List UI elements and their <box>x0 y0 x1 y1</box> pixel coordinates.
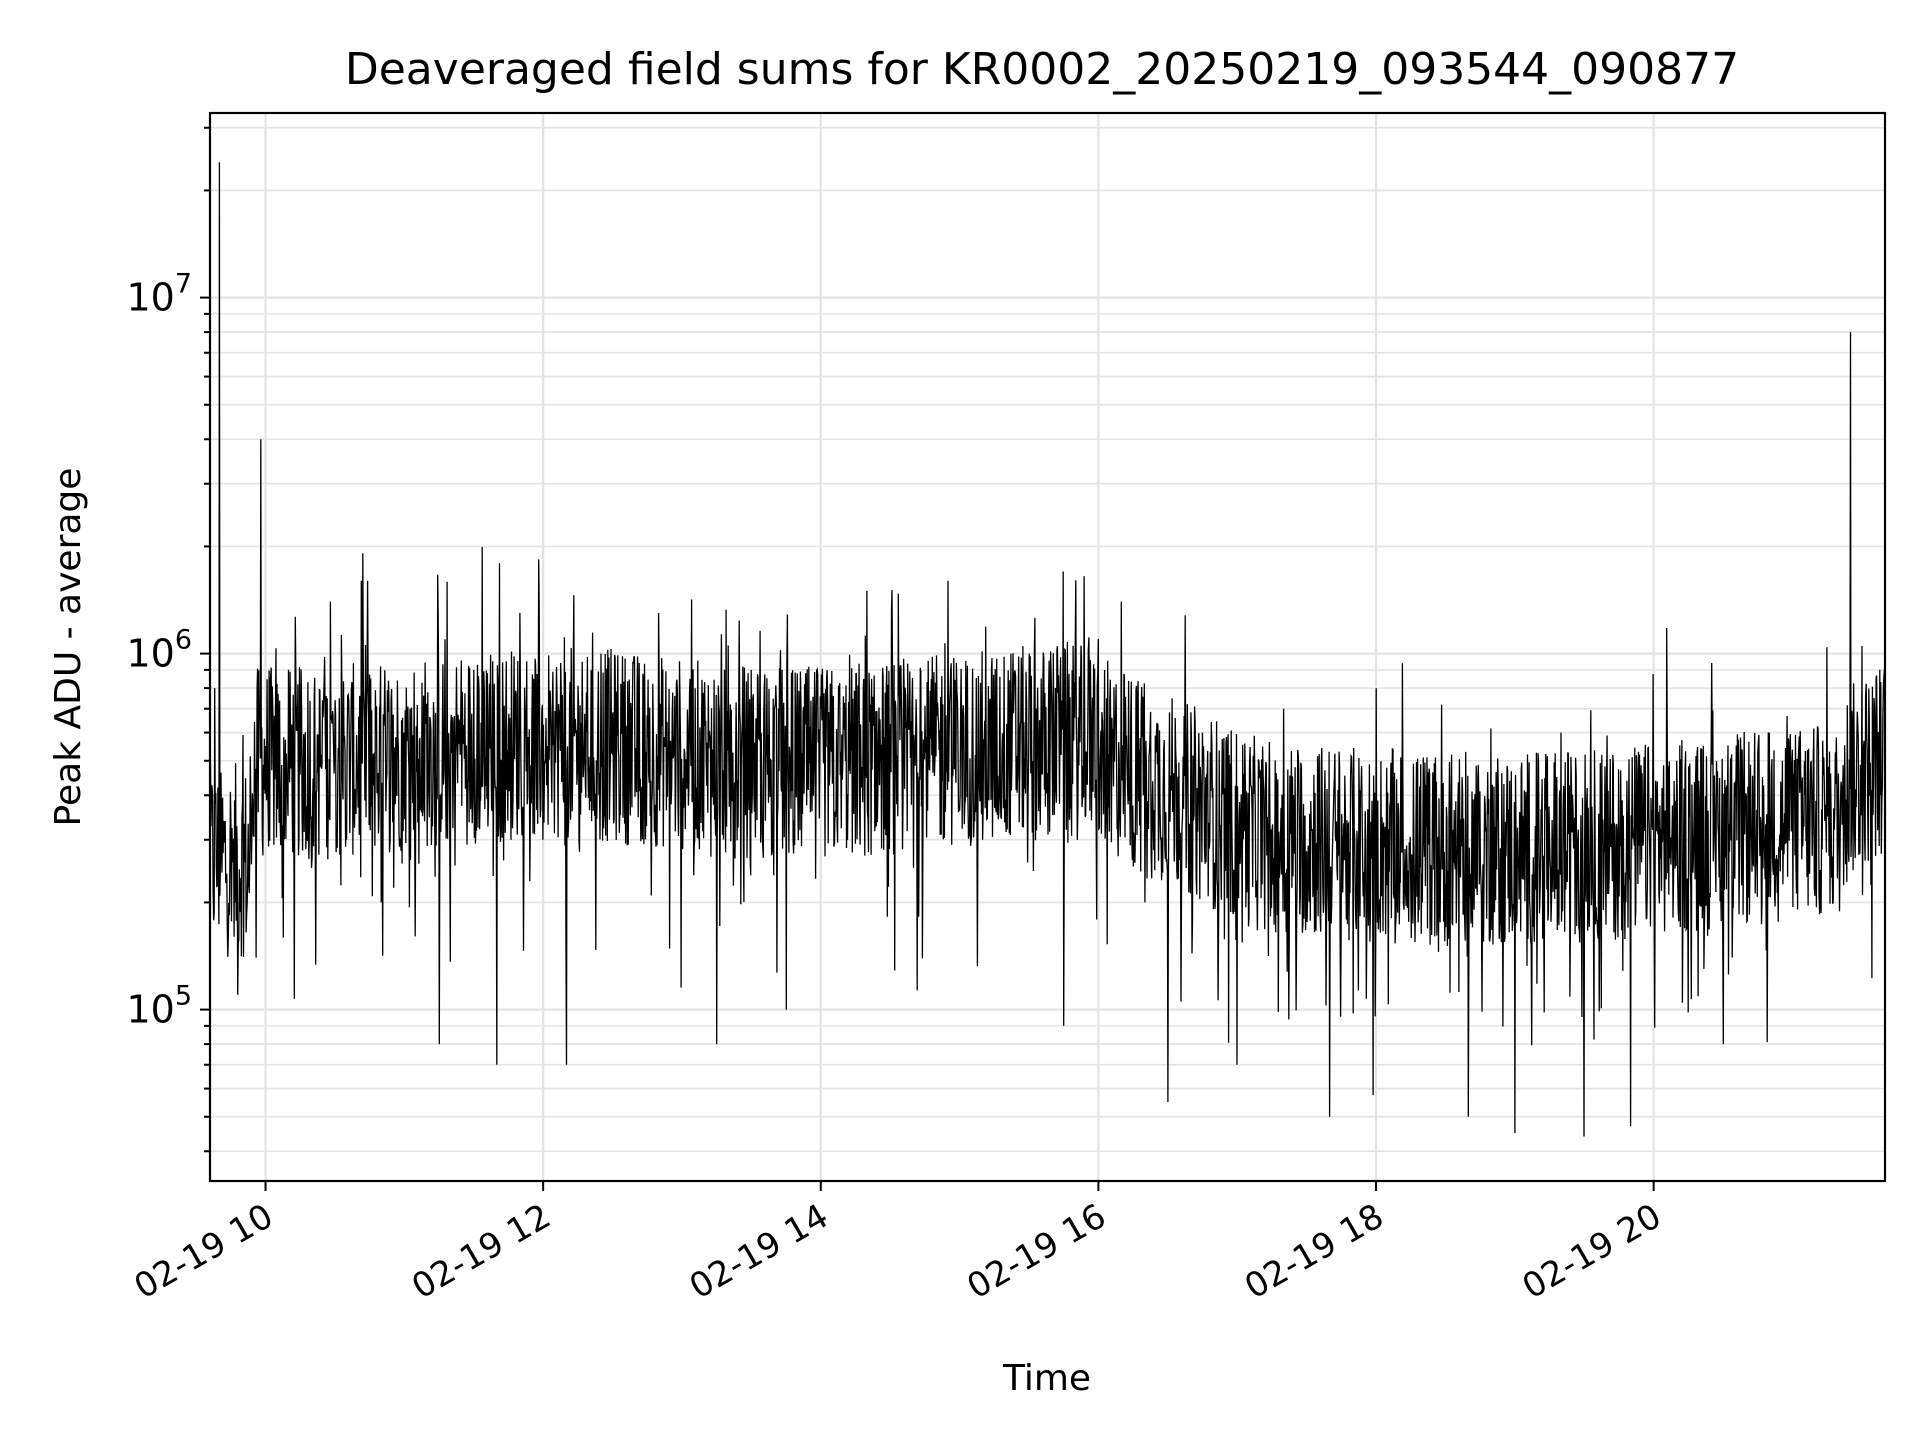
series-line <box>209 162 1886 1137</box>
chart-title: Deaveraged field sums for KR0002_2025021… <box>345 44 1739 95</box>
data-series <box>209 162 1886 1137</box>
y-tick-label: 106 <box>126 625 192 676</box>
y-tick-label: 105 <box>126 981 192 1032</box>
y-tick-label: 107 <box>126 269 192 320</box>
y-axis: 105 106 107 <box>126 126 210 1153</box>
plot-frame <box>208 111 1887 1183</box>
x-axis-label: Time <box>1002 1358 1091 1399</box>
y-axis-label: Peak ADU - average <box>48 468 89 827</box>
